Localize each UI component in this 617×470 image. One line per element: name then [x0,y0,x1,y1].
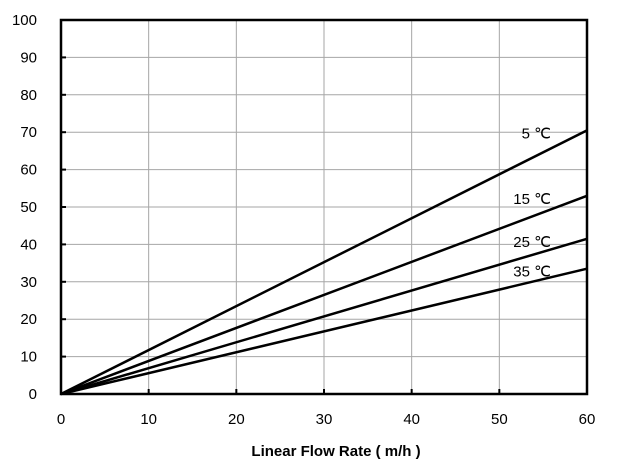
y-tick-label: 10 [20,349,37,366]
y-tick-label: 100 [12,12,37,29]
x-tick-label: 50 [491,411,508,428]
x-tick-label: 60 [579,411,596,428]
y-tick-label: 50 [20,199,37,216]
x-axis-title: Linear Flow Rate ( m/h ) [251,443,420,460]
x-axis-tick-labels: 0 10 20 30 40 50 60 [57,411,596,428]
x-tick-label: 30 [316,411,333,428]
x-tick-label: 20 [228,411,245,428]
x-tick-label: 40 [403,411,420,428]
series-line [60,267,588,396]
x-tick-label: 10 [140,411,157,428]
y-axis-tick-labels: 0 10 20 30 40 50 60 70 80 90 100 [12,12,37,403]
series-labels: 5 ℃ 15 ℃ 25 ℃ 35 ℃ [513,125,551,280]
series-line [60,237,588,396]
y-tick-label: 30 [20,274,37,291]
series-label: 15 ℃ [513,191,551,208]
y-tick-label: 70 [20,124,37,141]
series-line [60,194,588,396]
grid [61,20,587,394]
y-tick-label: 40 [20,236,37,253]
series-label: 5 ℃ [522,125,551,142]
series-label: 35 ℃ [513,264,551,281]
x-tick-label: 0 [57,411,65,428]
series-line [60,129,588,396]
y-tick-label: 80 [20,87,37,104]
tick-marks [60,19,588,395]
y-tick-label: 0 [29,386,37,403]
series-label: 25 ℃ [513,234,551,251]
y-tick-label: 90 [20,49,37,66]
y-tick-label: 60 [20,162,37,179]
y-tick-label: 20 [20,311,37,328]
series-lines [60,129,588,396]
